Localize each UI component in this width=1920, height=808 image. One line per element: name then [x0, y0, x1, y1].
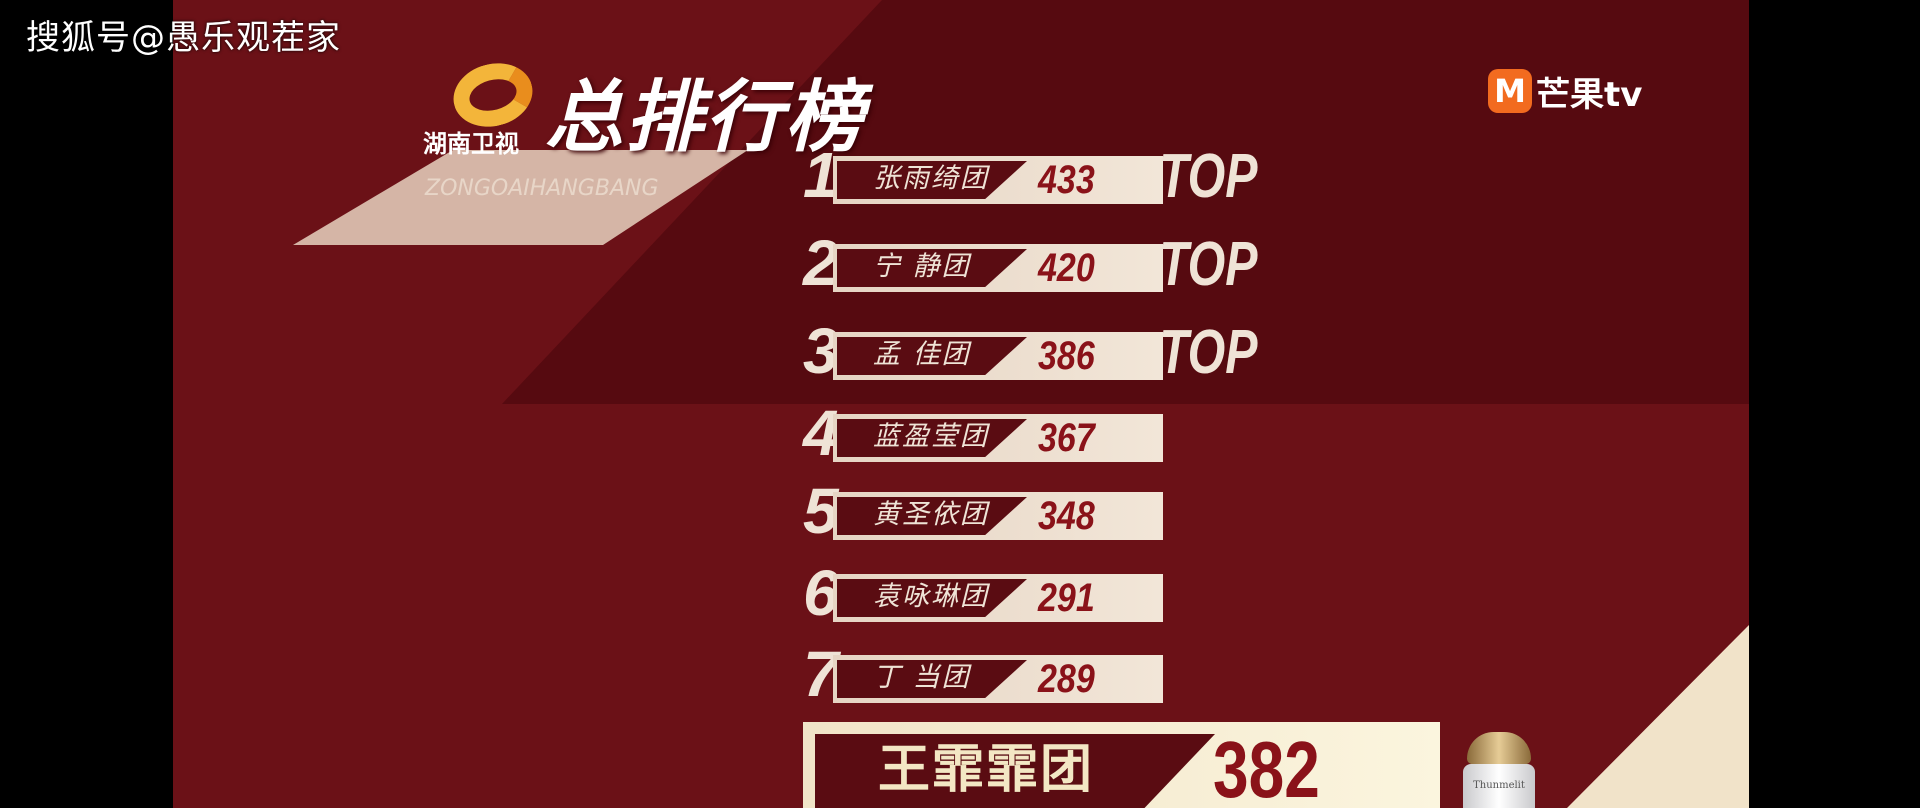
team-name: 张雨绮团	[873, 163, 989, 194]
rank-bar: 黄圣依团 348	[833, 492, 1163, 540]
team-score: 367	[1038, 416, 1095, 460]
title-text: 总排行榜	[545, 73, 866, 163]
highlight-score: 382	[1213, 725, 1320, 808]
team-score: 348	[1038, 494, 1095, 538]
ranking-row: 3 孟 佳团 386 TOP	[803, 316, 1443, 386]
team-name: 丁 当团	[873, 662, 971, 693]
rank-number: 4	[803, 397, 839, 469]
ranking-row: 4 蓝盈莹团 367	[803, 398, 1443, 468]
rank-bar: 丁 当团 289	[833, 655, 1163, 703]
team-name: 黄圣依团	[873, 499, 989, 530]
rank-number: 3	[803, 315, 839, 387]
ranking-row: 1 张雨绮团 433 TOP	[803, 140, 1443, 210]
rank-number: 6	[803, 557, 839, 629]
highlight-row: 王霏霏团 382	[803, 722, 1440, 808]
broadcaster-name: 芒果tv	[1536, 74, 1643, 115]
team-score: 291	[1038, 576, 1095, 620]
rank-bar: 孟 佳团 386	[833, 332, 1163, 380]
product-label: Thunmelit	[1463, 764, 1535, 808]
rank-number: 1	[803, 139, 839, 211]
channel-name: 湖南卫视	[423, 130, 519, 158]
top-badge: TOP	[1159, 230, 1258, 299]
team-name: 宁 静团	[873, 251, 971, 282]
mango-tv-logo: M 芒果tv	[1488, 66, 1642, 116]
show-title: 总排行榜 湖南卫视 ZONGOAIHANGBANG	[423, 54, 983, 234]
rank-bar: 袁咏琳团 291	[833, 574, 1163, 622]
top-badge: TOP	[1159, 318, 1258, 387]
highlight-name-panel	[815, 734, 1215, 808]
watermark: 搜狐号@愚乐观茬家	[26, 18, 341, 58]
team-score: 433	[1038, 158, 1095, 202]
rank-number: 2	[803, 227, 839, 299]
ranking-row: 7 丁 当团 289	[803, 639, 1443, 709]
highlight-name: 王霏霏团	[878, 740, 1095, 800]
mango-logo-icon: M	[1488, 69, 1532, 113]
team-name: 袁咏琳团	[873, 581, 989, 612]
rank-number: 7	[803, 638, 839, 710]
top-badge: TOP	[1159, 142, 1258, 211]
rank-number: 5	[803, 475, 839, 547]
team-score: 420	[1038, 246, 1095, 290]
ranking-row: 5 黄圣依团 348	[803, 476, 1443, 546]
team-name: 孟 佳团	[873, 339, 971, 370]
title-slash	[293, 150, 748, 245]
title-pinyin: ZONGOAIHANGBANG	[425, 176, 659, 201]
video-frame: 总排行榜 湖南卫视 ZONGOAIHANGBANG M 芒果tv 1 张雨绮团 …	[173, 0, 1749, 808]
team-score: 289	[1038, 657, 1095, 701]
rank-bar: 蓝盈莹团 367	[833, 414, 1163, 462]
team-score: 386	[1038, 334, 1095, 378]
rank-bar: 宁 静团 420	[833, 244, 1163, 292]
ranking-row: 6 袁咏琳团 291	[803, 558, 1443, 628]
product-jar-image: Thunmelit	[1463, 732, 1535, 808]
ranking-row: 2 宁 静团 420 TOP	[803, 228, 1443, 298]
team-name: 蓝盈莹团	[873, 421, 989, 452]
hunan-tv-logo-icon	[446, 54, 540, 136]
corner-cream	[1567, 625, 1749, 808]
rank-bar: 张雨绮团 433	[833, 156, 1163, 204]
